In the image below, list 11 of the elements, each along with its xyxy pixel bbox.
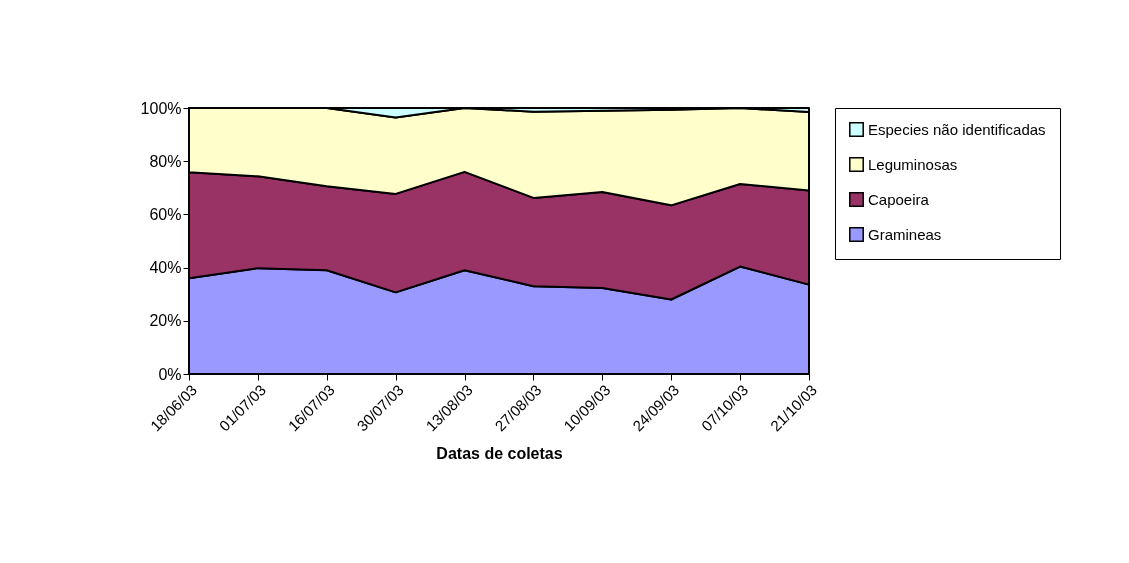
legend-label: Gramineas	[868, 225, 942, 243]
legend-label: Leguminosas	[868, 155, 958, 173]
y-tick-label: 60%	[149, 205, 182, 223]
legend-label: Capoeira	[868, 190, 930, 208]
y-tick-label: 80%	[149, 152, 182, 170]
legend-label: Especies não identificadas	[868, 120, 1046, 138]
y-tick-label: 100%	[140, 99, 182, 117]
y-tick-label: 40%	[149, 259, 182, 277]
y-tick-label: 0%	[158, 365, 182, 383]
y-tick-label: 20%	[149, 312, 182, 330]
x-axis-title: Datas de coletas	[436, 445, 563, 463]
